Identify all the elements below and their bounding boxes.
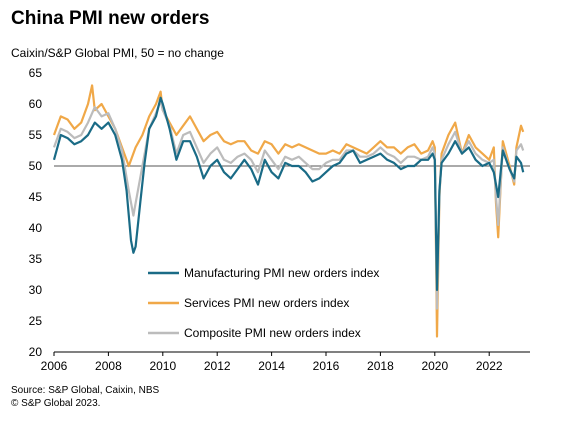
x-tick-label: 2014 bbox=[258, 359, 285, 373]
x-tick-label: 2018 bbox=[367, 359, 394, 373]
x-tick-label: 2010 bbox=[149, 359, 176, 373]
x-tick-label: 2008 bbox=[95, 359, 122, 373]
x-tick-label: 2012 bbox=[204, 359, 231, 373]
y-tick-label: 40 bbox=[29, 221, 43, 235]
chart-axes: 20 25 30 35 40 45 50 55 60 65 2006 2008 2010 2012 2014… bbox=[29, 66, 530, 373]
y-tick-label: 25 bbox=[29, 314, 43, 328]
chart-legend: Manufacturing PMI new orders index Servic… bbox=[148, 266, 379, 340]
y-tick-label: 50 bbox=[29, 159, 43, 173]
x-tick-label: 2016 bbox=[313, 359, 340, 373]
legend-label: Composite PMI new orders index bbox=[184, 326, 361, 340]
y-tick-label: 20 bbox=[29, 345, 43, 359]
y-tick-label: 35 bbox=[29, 252, 43, 266]
y-tick-label: 65 bbox=[29, 66, 43, 80]
y-tick-label: 30 bbox=[29, 283, 43, 297]
y-tick-label: 55 bbox=[29, 128, 43, 142]
source-note: Source: S&P Global, Caixin, NBS © S&P Gl… bbox=[11, 384, 159, 410]
legend-label: Services PMI new orders index bbox=[184, 296, 349, 310]
chart-series bbox=[52, 84, 525, 338]
legend-label: Manufacturing PMI new orders index bbox=[184, 266, 379, 280]
chart-title: China PMI new orders bbox=[11, 8, 210, 29]
x-tick-label: 2020 bbox=[421, 359, 448, 373]
x-tick-label: 2006 bbox=[41, 359, 68, 373]
series-line-manufacturing bbox=[52, 96, 525, 292]
y-tick-label: 45 bbox=[29, 190, 43, 204]
y-tick-label: 60 bbox=[29, 97, 43, 111]
source-line: Source: S&P Global, Caixin, NBS bbox=[11, 385, 160, 396]
copyright-line: © S&P Global 2023. bbox=[11, 398, 101, 409]
chart-subtitle: Caixin/S&P Global PMI, 50 = no change bbox=[11, 46, 224, 60]
x-tick-label: 2022 bbox=[476, 359, 503, 373]
